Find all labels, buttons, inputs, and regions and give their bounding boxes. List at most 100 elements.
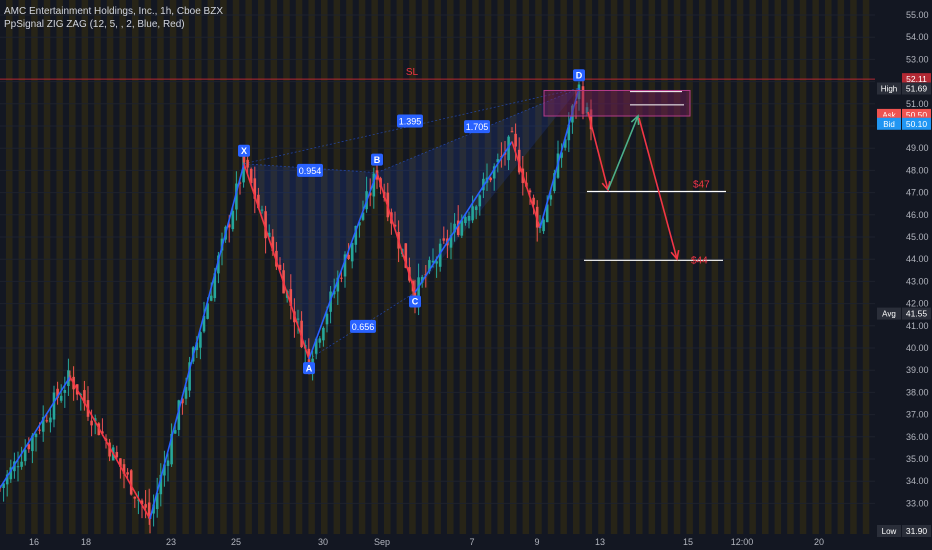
candle-body <box>188 362 191 391</box>
session-band <box>346 0 353 534</box>
session-band <box>787 0 794 534</box>
candle-body <box>115 451 119 458</box>
pattern-xab <box>244 163 377 360</box>
price-tick-label: 43.00 <box>906 276 929 286</box>
indicator-title[interactable]: PpSignal ZIG ZAG (12, 5, , 2, Blue, Red) <box>4 19 185 30</box>
session-band <box>6 0 13 534</box>
arrow-down-second-head <box>670 250 680 261</box>
candle-body <box>322 327 325 341</box>
candle-body <box>108 442 111 457</box>
time-tick-label: 30 <box>318 537 328 547</box>
chart-legend: AMC Entertainment Holdings, Inc., 1h, Cb… <box>4 5 223 31</box>
session-band <box>43 0 51 534</box>
price-tag-bg <box>902 307 931 320</box>
candle-body <box>177 400 181 430</box>
candle-body <box>574 100 578 104</box>
candle-body <box>217 255 220 274</box>
session-band <box>94 0 101 534</box>
price-tick-label: 55.00 <box>906 10 929 20</box>
candle-body <box>438 243 442 267</box>
session-band <box>560 0 567 534</box>
session-band <box>472 0 479 534</box>
candle-body <box>246 159 249 168</box>
price-tick-label: 53.00 <box>906 54 929 64</box>
candle-body <box>300 320 303 348</box>
session-band <box>762 0 769 534</box>
candle-body <box>133 496 137 499</box>
time-tick-label: 15 <box>683 537 693 547</box>
session-band <box>837 0 845 534</box>
time-tick-label: 25 <box>231 537 241 547</box>
candle-body <box>307 348 311 357</box>
candle-body <box>152 504 155 514</box>
session-band <box>182 0 189 534</box>
candle-body <box>542 219 545 232</box>
point-badge-b <box>371 153 383 166</box>
session-band <box>598 0 605 534</box>
session-band <box>636 0 643 534</box>
candle-body <box>242 154 246 163</box>
candle-body <box>184 387 188 399</box>
candle-body <box>332 290 336 295</box>
candle-body <box>435 261 438 264</box>
price-tag-value: 52.11 <box>906 74 927 84</box>
session-band <box>421 0 429 534</box>
session-band <box>522 0 530 534</box>
candle-body <box>173 430 177 434</box>
pattern-leg <box>308 292 416 360</box>
candle-body <box>93 418 97 422</box>
session-band <box>295 0 303 534</box>
candle-body <box>27 444 31 450</box>
price-tag-value: 50.10 <box>906 119 928 129</box>
price-tag-key-bg <box>877 307 901 320</box>
session-band <box>308 0 315 534</box>
symbol-title[interactable]: AMC Entertainment Holdings, Inc., 1h, Cb… <box>4 6 223 17</box>
price-tag-key: Bid <box>883 120 895 129</box>
candle-body <box>354 225 358 245</box>
point-label-c: C <box>412 297 419 307</box>
price-tick-label: 36.00 <box>906 432 929 442</box>
price-tick-label: 45.00 <box>906 232 929 242</box>
session-band <box>573 0 580 534</box>
zigzag-segment <box>308 172 378 360</box>
candle-body <box>417 277 420 305</box>
session-band <box>358 0 366 534</box>
candle-body <box>16 466 20 468</box>
zigzag-segment <box>69 376 151 520</box>
candle-body <box>41 417 45 432</box>
time-tick-label: 9 <box>534 537 539 547</box>
zigzag-segment <box>149 163 245 520</box>
candle-body <box>249 168 253 184</box>
session-band <box>459 0 467 534</box>
candle-body <box>5 474 9 485</box>
price-tag-bg <box>902 82 931 95</box>
time-axis-panel[interactable] <box>0 534 875 550</box>
time-tick-label: 20 <box>814 537 824 547</box>
candle-body <box>325 313 329 325</box>
candle-body <box>202 315 206 332</box>
candle-body <box>264 211 267 239</box>
session-band <box>447 0 454 534</box>
zigzag-segment <box>0 376 71 489</box>
price-tag-value: 41.55 <box>906 309 928 319</box>
price-tag-key-bg <box>877 82 901 95</box>
price-tags: 52.11High51.69Ask50.50AMC50.16Bid50.10Av… <box>877 73 931 537</box>
session-band <box>547 0 555 534</box>
price-tick-label: 33.00 <box>906 498 929 508</box>
ratio-badge <box>464 120 490 134</box>
candle-body <box>2 483 5 488</box>
session-band <box>736 0 744 534</box>
grid-lines <box>0 14 875 504</box>
price-tick-label: 35.00 <box>906 454 929 464</box>
session-band <box>434 0 441 534</box>
candle-body <box>318 338 322 343</box>
candle-body <box>278 264 282 271</box>
session-band <box>724 0 731 534</box>
candle-body <box>545 204 549 223</box>
zigzag-segment <box>539 88 580 229</box>
candle-body <box>464 217 467 224</box>
session-band <box>825 0 832 534</box>
candle-body <box>560 152 563 158</box>
ratio-label: 1.705 <box>466 122 489 132</box>
